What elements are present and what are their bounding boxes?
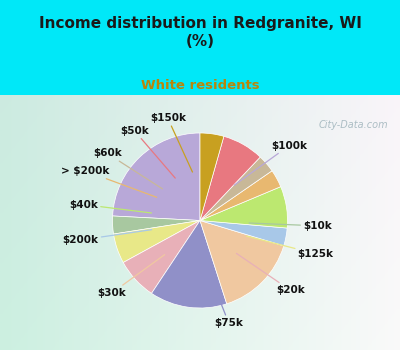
- Wedge shape: [200, 136, 260, 220]
- Text: White residents: White residents: [141, 79, 259, 92]
- Wedge shape: [113, 133, 200, 220]
- Wedge shape: [123, 220, 200, 293]
- Text: City-Data.com: City-Data.com: [318, 120, 388, 130]
- Wedge shape: [152, 220, 227, 308]
- Text: $60k: $60k: [93, 148, 162, 189]
- Text: $20k: $20k: [236, 253, 305, 295]
- Text: $30k: $30k: [98, 255, 165, 298]
- Text: $100k: $100k: [234, 141, 307, 185]
- Text: > $200k: > $200k: [61, 166, 157, 197]
- Wedge shape: [200, 220, 284, 304]
- Wedge shape: [112, 216, 200, 234]
- Wedge shape: [200, 171, 281, 220]
- Wedge shape: [114, 220, 200, 262]
- Wedge shape: [200, 157, 272, 220]
- Text: $40k: $40k: [69, 199, 152, 213]
- Text: $125k: $125k: [246, 236, 334, 259]
- Text: $10k: $10k: [249, 221, 332, 231]
- Wedge shape: [200, 187, 288, 228]
- Text: $150k: $150k: [150, 113, 192, 172]
- Text: $200k: $200k: [63, 230, 152, 245]
- Text: $50k: $50k: [120, 126, 175, 178]
- Text: Income distribution in Redgranite, WI
(%): Income distribution in Redgranite, WI (%…: [38, 16, 362, 49]
- Wedge shape: [200, 133, 224, 220]
- Wedge shape: [200, 220, 287, 246]
- Text: $75k: $75k: [208, 269, 243, 328]
